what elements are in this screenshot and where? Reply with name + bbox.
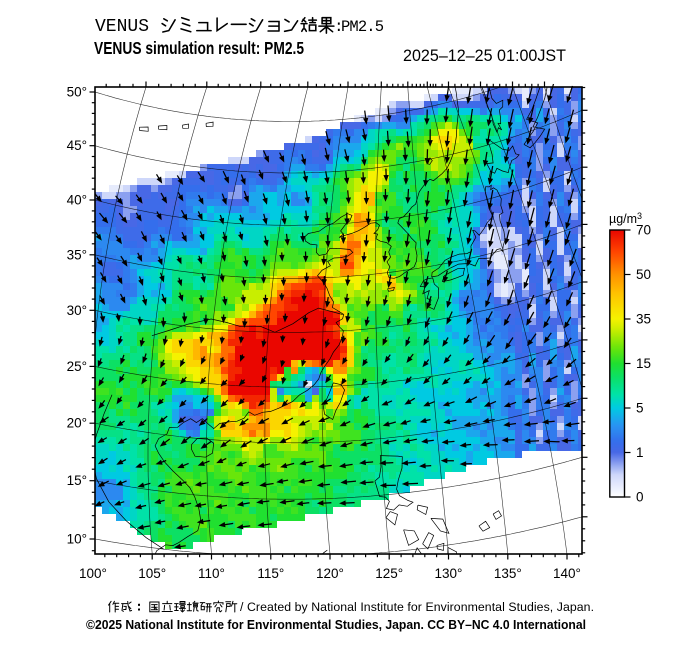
svg-text:2025–12–25 01:00JST: 2025–12–25 01:00JST (403, 46, 566, 65)
svg-text:30°: 30° (67, 303, 87, 318)
svg-text:20°: 20° (67, 416, 87, 431)
svg-text:130°: 130° (435, 566, 463, 581)
svg-text:45°: 45° (67, 138, 87, 153)
svg-text:70: 70 (636, 223, 651, 238)
svg-text:135°: 135° (494, 566, 522, 581)
svg-text:5: 5 (636, 401, 644, 416)
svg-text:115°: 115° (257, 566, 284, 581)
svg-text:VENUS simulation result: PM2.5: VENUS simulation result: PM2.5 (94, 38, 304, 58)
svg-text:35°: 35° (67, 247, 87, 262)
svg-text:0: 0 (636, 490, 644, 505)
svg-text::: : (334, 18, 344, 36)
svg-text:10°: 10° (67, 532, 87, 547)
svg-text:15°: 15° (67, 473, 87, 488)
svg-text:PM2.5: PM2.5 (341, 18, 384, 36)
svg-text:50: 50 (636, 267, 651, 282)
svg-text:120°: 120° (316, 566, 344, 581)
svg-text:50°: 50° (67, 85, 87, 100)
svg-text:110°: 110° (198, 566, 225, 581)
svg-text:140°: 140° (553, 566, 581, 581)
svg-text:1: 1 (636, 445, 644, 460)
svg-text:25°: 25° (67, 359, 87, 374)
svg-text:35: 35 (636, 312, 651, 327)
svg-text:125°: 125° (375, 566, 403, 581)
svg-text:/ Created by National Institut: / Created by National Institute for Envi… (240, 600, 594, 614)
svg-text:40°: 40° (67, 193, 87, 208)
svg-text:15: 15 (636, 356, 651, 371)
svg-text:VENUS: VENUS (95, 17, 149, 37)
svg-text:100°: 100° (79, 566, 107, 581)
svg-text:105°: 105° (138, 566, 166, 581)
svg-text:µg/m3: µg/m3 (609, 211, 642, 226)
svg-text:©2025 National Institute for E: ©2025 National Institute for Environment… (86, 618, 586, 632)
